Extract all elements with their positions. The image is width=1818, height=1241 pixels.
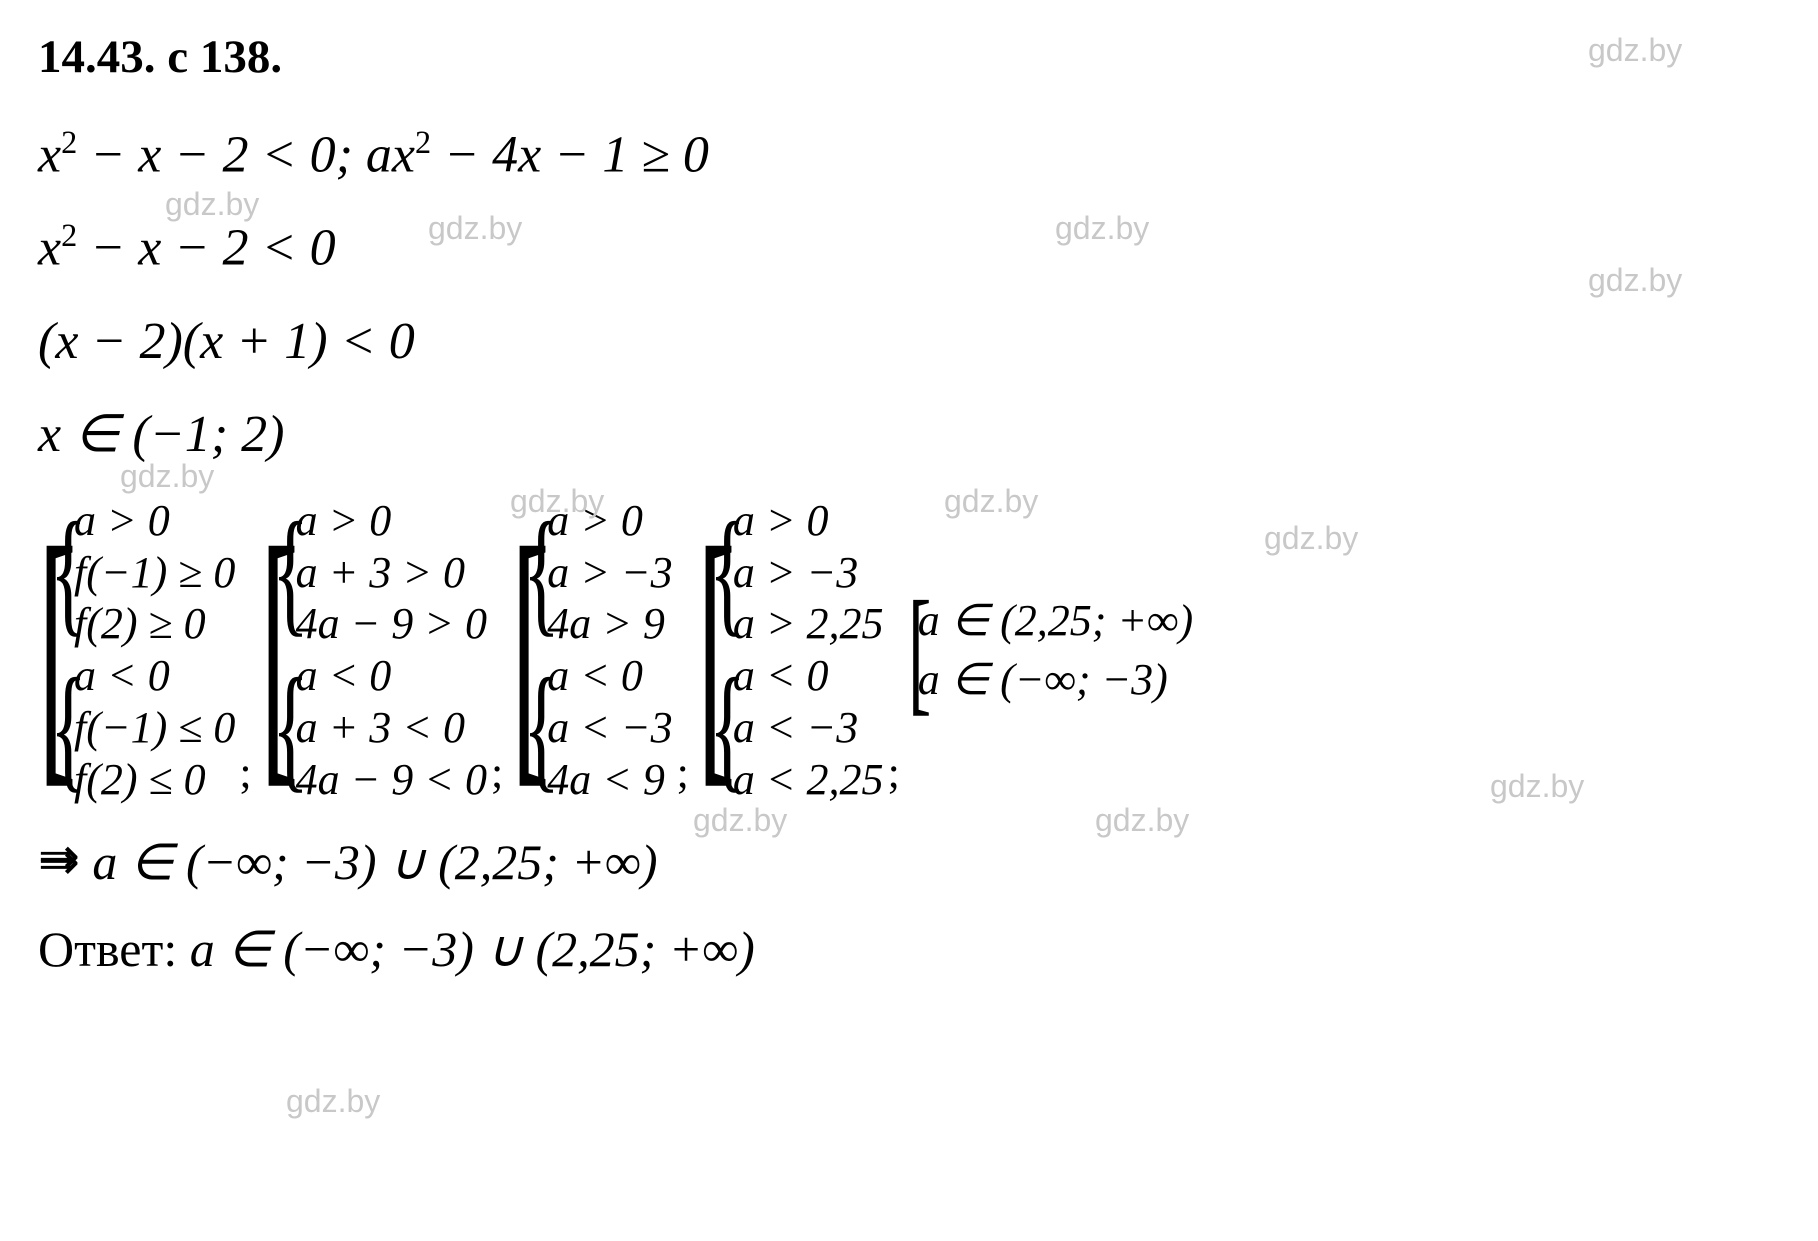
left-square-bracket: [ xyxy=(511,495,516,806)
semicolon: ; xyxy=(677,747,689,806)
system-group-1: [ { a > 0 a + 3 > 0 4a − 9 > 0 { a < 0 a… xyxy=(260,495,487,806)
case-line: a < −3 xyxy=(547,702,672,754)
left-square-bracket: [ xyxy=(260,495,265,806)
eq1-part-b: − x − 2 < 0; ax xyxy=(77,126,415,183)
case-line: a < 2,25 xyxy=(733,754,884,806)
curly-brace: { xyxy=(523,678,536,779)
answer-label: Ответ: xyxy=(38,921,190,977)
case-line: a < 0 xyxy=(733,650,884,702)
result-interval-1: a ∈ (2,25; +∞) xyxy=(918,591,1193,650)
left-square-bracket: [ xyxy=(908,591,913,710)
case-line: a + 3 > 0 xyxy=(296,547,487,599)
case-line: 4a > 9 xyxy=(547,598,672,650)
semicolon: ; xyxy=(239,747,251,806)
semicolon: ; xyxy=(888,747,900,806)
case-line: f(−1) ≥ 0 xyxy=(74,547,235,599)
case-line: f(−1) ≤ 0 xyxy=(74,702,235,754)
case-line: a > −3 xyxy=(733,547,884,599)
case-line: a > 0 xyxy=(733,495,884,547)
case-line: 4a < 9 xyxy=(547,754,672,806)
curly-brace: { xyxy=(523,522,536,623)
equation-line-1: x2 − x − 2 < 0; ax2 − 4x − 1 ≥ 0 xyxy=(38,122,1788,187)
watermark-text: gdz.by xyxy=(286,1083,380,1120)
case-line: f(2) ≥ 0 xyxy=(74,598,235,650)
case-line: a < 0 xyxy=(74,650,235,702)
eq1-part-a: x xyxy=(38,126,61,183)
case-line: a > 0 xyxy=(547,495,672,547)
case-line: a + 3 < 0 xyxy=(296,702,487,754)
system-group-3: [ { a > 0 a > −3 a > 2,25 { a < 0 a < −3 xyxy=(697,495,884,806)
equation-line-3: (x − 2)(x + 1) < 0 xyxy=(38,309,1788,374)
case-line: f(2) ≤ 0 xyxy=(74,754,235,806)
system-group-0: [ { a > 0 f(−1) ≥ 0 f(2) ≥ 0 { a < 0 f(−… xyxy=(38,495,235,806)
case-line: a > −3 xyxy=(547,547,672,599)
curly-brace: { xyxy=(709,522,722,623)
curly-brace: { xyxy=(272,522,285,623)
superscript: 2 xyxy=(415,124,431,160)
answer-line: Ответ: a ∈ (−∞; −3) ∪ (2,25; +∞) xyxy=(38,917,1788,982)
eq2-part-b: − x − 2 < 0 xyxy=(77,220,335,277)
equation-line-4: x ∈ (−1; 2) xyxy=(38,402,1788,467)
eq1-part-c: − 4x − 1 ≥ 0 xyxy=(431,126,709,183)
curly-brace: { xyxy=(709,678,722,779)
case-line: a < −3 xyxy=(733,702,884,754)
system-row: [ { a > 0 f(−1) ≥ 0 f(2) ≥ 0 { a < 0 f(−… xyxy=(38,495,1788,806)
curly-brace: { xyxy=(272,678,285,779)
left-square-bracket: [ xyxy=(38,495,43,806)
problem-header: 14.43. с 138. xyxy=(38,30,1788,84)
equation-line-2: x2 − x − 2 < 0 xyxy=(38,215,1788,280)
superscript: 2 xyxy=(61,217,77,253)
case-line: a > 0 xyxy=(74,495,235,547)
case-line: 4a − 9 > 0 xyxy=(296,598,487,650)
case-line: a < 0 xyxy=(296,650,487,702)
result-group: [ a ∈ (2,25; +∞) a ∈ (−∞; −3) xyxy=(908,591,1193,710)
case-line: a < 0 xyxy=(547,650,672,702)
result-value: a ∈ (−∞; −3) ∪ (2,25; +∞) xyxy=(92,834,657,890)
answer-value: a ∈ (−∞; −3) ∪ (2,25; +∞) xyxy=(190,921,755,977)
implication-line: ⇒⇒ a ∈ (−∞; −3) ∪ (2,25; +∞) xyxy=(38,830,1788,895)
case-line: 4a − 9 < 0 xyxy=(296,754,487,806)
system-group-2: [ { a > 0 a > −3 4a > 9 { a < 0 a < −3 4… xyxy=(511,495,672,806)
double-arrow-icon: ⇒⇒ xyxy=(38,830,80,895)
case-line: a > 2,25 xyxy=(733,598,884,650)
superscript: 2 xyxy=(61,124,77,160)
left-square-bracket: [ xyxy=(697,495,702,806)
result-interval-2: a ∈ (−∞; −3) xyxy=(918,650,1193,709)
eq2-part-a: x xyxy=(38,220,61,277)
curly-brace: { xyxy=(50,522,63,623)
semicolon: ; xyxy=(491,747,503,806)
curly-brace: { xyxy=(50,678,63,779)
case-line: a > 0 xyxy=(296,495,487,547)
